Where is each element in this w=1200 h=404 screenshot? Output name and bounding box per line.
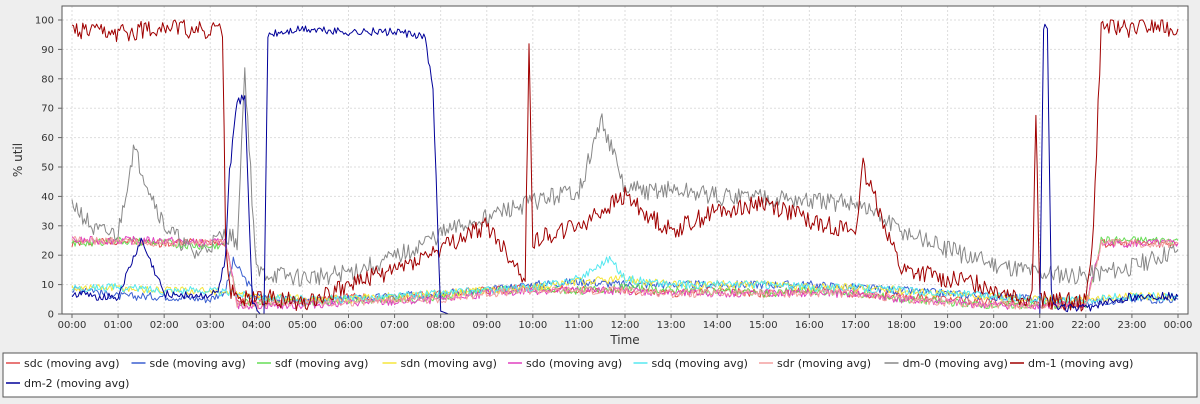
x-tick-label: 03:00 <box>196 320 225 331</box>
x-tick-label: 05:00 <box>288 320 317 331</box>
y-tick-label: 30 <box>41 221 54 232</box>
y-axis-ticks: 0 10 20 30 40 50 60 70 80 90 100 <box>35 16 62 321</box>
x-tick-label: 10:00 <box>518 320 547 331</box>
x-tick-label: 16:00 <box>795 320 824 331</box>
x-axis-title: Time <box>609 333 639 347</box>
y-tick-label: 0 <box>48 310 54 321</box>
x-tick-label: 11:00 <box>565 320 594 331</box>
legend-label: sdo (moving avg) <box>526 357 622 370</box>
x-tick-label: 14:00 <box>703 320 732 331</box>
x-tick-label: 15:00 <box>749 320 778 331</box>
x-tick-label: 17:00 <box>841 320 870 331</box>
legend-label: sdq (moving avg) <box>652 357 748 370</box>
legend-label: dm-0 (moving avg) <box>903 357 1008 370</box>
y-tick-label: 100 <box>35 16 54 27</box>
series-line-dm-1 <box>71 19 1179 312</box>
legend-label: sdn (moving avg) <box>401 357 497 370</box>
legend-label: sdr (moving avg) <box>777 357 871 370</box>
series-line-dm-0 <box>71 67 1179 287</box>
x-tick-label: 00:00 <box>58 320 87 331</box>
legend: sdc (moving avg) sde (moving avg) sdf (mov… <box>2 352 1198 398</box>
x-tick-label: 02:00 <box>150 320 179 331</box>
y-tick-label: 20 <box>41 251 54 262</box>
y-tick-label: 50 <box>41 163 54 174</box>
x-axis-ticks: 00:00 01:00 02:00 03:00 04:00 05:00 06:00 07:00… <box>58 314 1193 331</box>
y-tick-label: 80 <box>41 74 54 85</box>
x-tick-label: 06:00 <box>334 320 363 331</box>
x-tick-label: 22:00 <box>1071 320 1100 331</box>
x-tick-label: 13:00 <box>657 320 686 331</box>
x-tick-label: 12:00 <box>611 320 640 331</box>
legend-label: sdc (moving avg) <box>24 357 120 370</box>
legend-label: sdf (moving avg) <box>275 357 368 370</box>
x-tick-label: 08:00 <box>426 320 455 331</box>
x-tick-label: 04:00 <box>242 320 271 331</box>
x-tick-label: 21:00 <box>1025 320 1054 331</box>
y-axis-title: % util <box>11 143 25 177</box>
x-tick-label: 19:00 <box>933 320 962 331</box>
x-tick-label: 23:00 <box>1118 320 1147 331</box>
legend-label: sde (moving avg) <box>150 357 246 370</box>
y-tick-label: 90 <box>41 45 54 56</box>
series-line-sdr <box>71 235 1179 310</box>
y-tick-label: 40 <box>41 192 54 203</box>
legend-box <box>2 352 1198 398</box>
y-tick-label: 60 <box>41 133 54 144</box>
legend-label: dm-1 (moving avg) <box>1028 357 1133 370</box>
y-tick-label: 70 <box>41 104 54 115</box>
x-tick-label: 18:00 <box>887 320 916 331</box>
legend-label: dm-2 (moving avg) <box>24 377 129 390</box>
x-tick-label: 07:00 <box>380 320 409 331</box>
x-tick-label: 00:00 <box>1164 320 1193 331</box>
y-tick-label: 10 <box>41 280 54 291</box>
x-tick-label: 20:00 <box>979 320 1008 331</box>
x-tick-label: 09:00 <box>472 320 501 331</box>
x-tick-label: 01:00 <box>104 320 133 331</box>
